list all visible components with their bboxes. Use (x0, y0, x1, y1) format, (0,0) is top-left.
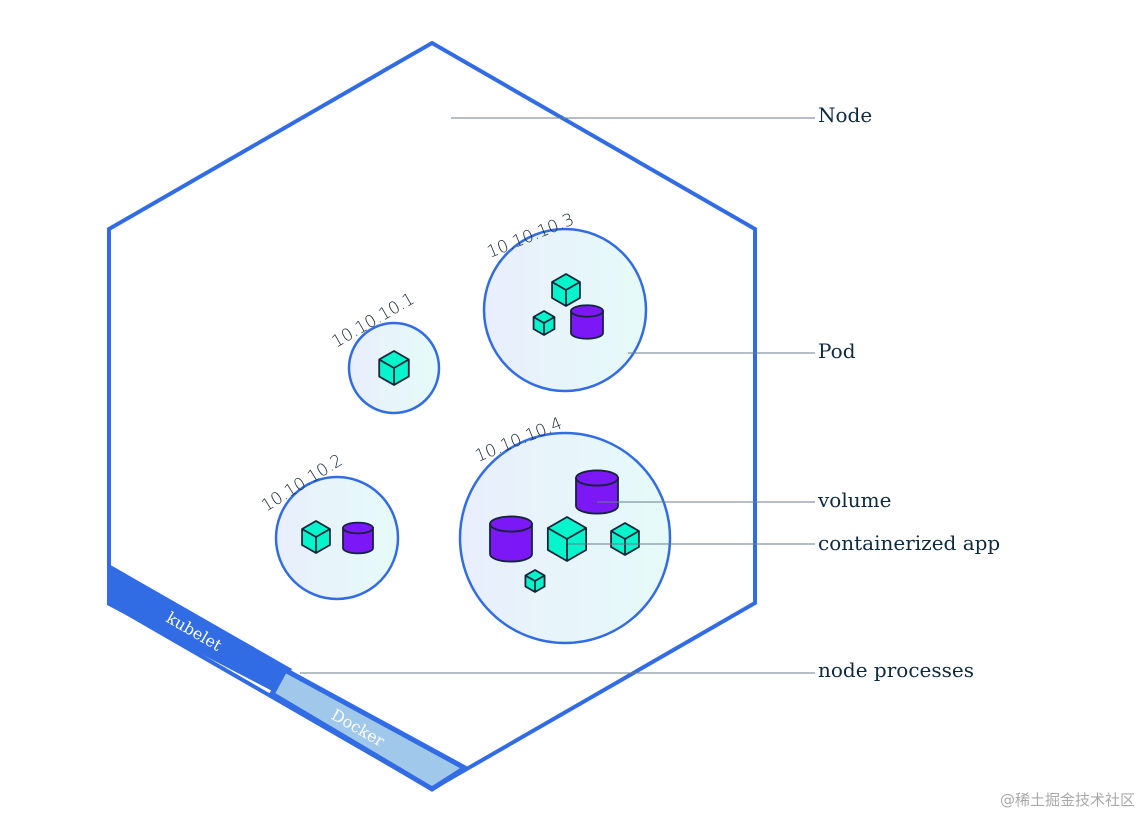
container-cube-icon (524, 569, 546, 593)
container-cube-icon (610, 522, 640, 556)
node-processes-label: node processes (818, 658, 974, 682)
volume-cylinder-icon (342, 521, 374, 555)
volume-label: volume (817, 488, 891, 512)
volume-cylinder-icon (570, 304, 604, 340)
container-cube-icon (378, 350, 410, 386)
containerized-app-label: containerized app (818, 531, 1000, 555)
pod: 10.10.10.3 (482, 210, 648, 393)
volume-cylinder-icon (489, 515, 533, 563)
volume-cylinder-icon (575, 469, 619, 515)
container-cube-icon (551, 273, 581, 307)
pod-circle (274, 475, 400, 601)
container-cube-icon (532, 310, 556, 336)
pod-circle (482, 227, 648, 393)
node-hexagon (107, 40, 757, 792)
node-label: Node (818, 103, 872, 127)
docker-band (268, 666, 470, 792)
kubelet-band (107, 563, 292, 694)
watermark: @稀土掘金技术社区 (999, 791, 1135, 809)
container-cube-icon (301, 520, 331, 554)
callout-lines (300, 117, 815, 674)
pod-label: Pod (818, 339, 856, 363)
container-cube-icon (546, 516, 588, 562)
